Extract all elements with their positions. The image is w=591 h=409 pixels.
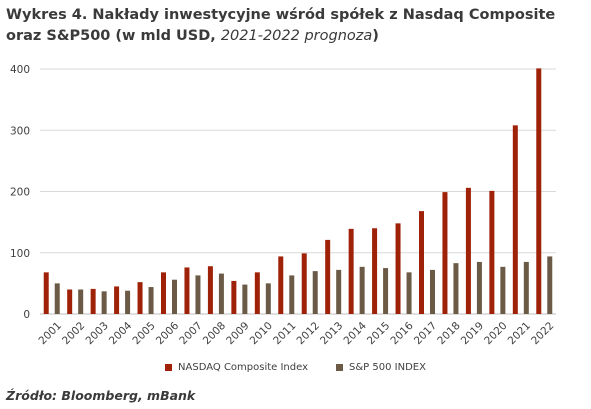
bar-nasdaq: [278, 256, 284, 314]
bar-sp500: [125, 290, 131, 314]
bar-sp500: [453, 263, 459, 314]
x-tick-label: 2014: [341, 320, 369, 348]
bar-sp500: [312, 271, 318, 314]
x-tick-label: 2005: [130, 320, 157, 347]
legend-swatch-sp500: [336, 364, 344, 371]
x-tick-label: 2018: [435, 320, 462, 347]
bar-sp500: [500, 266, 506, 314]
y-tick-label: 0: [23, 309, 30, 321]
bar-sp500: [54, 283, 60, 314]
bar-sp500: [265, 283, 271, 314]
legend: NASDAQ Composite Index S&P 500 INDEX: [0, 362, 591, 373]
bar-sp500: [383, 268, 389, 314]
bar-nasdaq: [325, 239, 331, 314]
x-tick-label: 2010: [248, 320, 275, 347]
x-tick-label: 2016: [388, 320, 416, 348]
x-tick-label: 2008: [201, 320, 228, 347]
y-tick-label: 300: [10, 125, 30, 137]
x-tick-label: 2013: [318, 320, 345, 347]
bar-sp500: [101, 291, 107, 314]
x-tick-label: 2001: [37, 320, 64, 347]
legend-item-nasdaq: NASDAQ Composite Index: [165, 362, 308, 373]
bar-nasdaq: [90, 288, 96, 314]
chart-title-end: ): [372, 28, 379, 44]
bar-nasdaq: [372, 228, 378, 314]
y-tick-label: 200: [10, 187, 30, 199]
bar-nasdaq: [419, 211, 424, 314]
bar-sp500: [406, 272, 412, 314]
bar-sp500: [242, 284, 248, 314]
y-axis-ticks: 0 100 200 300 400: [10, 64, 30, 321]
y-tick-label: 400: [10, 64, 30, 76]
bar-nasdaq: [489, 190, 495, 314]
bar-sp500: [172, 279, 177, 314]
bar-nasdaq: [207, 266, 213, 314]
bar-nasdaq: [442, 192, 448, 314]
bar-nasdaq: [67, 289, 73, 314]
legend-item-sp500: S&P 500 INDEX: [336, 362, 426, 373]
source-note: Źródło: Bloomberg, mBank: [6, 388, 196, 403]
bar-nasdaq: [137, 282, 143, 314]
bar-nasdaq: [348, 228, 354, 314]
bar-sp500: [336, 269, 342, 314]
x-tick-label: 2019: [459, 320, 486, 347]
bar-nasdaq: [301, 253, 307, 314]
x-tick-label: 2012: [295, 320, 322, 347]
x-tick-label: 2002: [60, 320, 87, 347]
x-tick-label: 2015: [365, 320, 392, 347]
chart-title: Wykres 4. Nakłady inwestycyjne wśród spó…: [6, 5, 586, 47]
x-tick-label: 2004: [107, 320, 135, 348]
x-tick-label: 2020: [482, 320, 509, 347]
legend-swatch-nasdaq: [165, 364, 173, 371]
bar-sp500: [547, 256, 553, 314]
bar-sp500: [476, 261, 482, 314]
bar-sp500: [430, 269, 435, 314]
x-tick-label: 2017: [412, 320, 439, 347]
bar-nasdaq: [43, 272, 49, 314]
bar-nasdaq: [254, 272, 260, 314]
x-tick-label: 2006: [154, 320, 182, 348]
bar-nasdaq: [536, 68, 542, 314]
chart-title-italic: 2021-2022 prognoza: [220, 28, 373, 44]
bar-nasdaq: [395, 223, 401, 314]
bar-sp500: [218, 273, 224, 314]
x-tick-label: 2021: [506, 320, 533, 347]
legend-label-sp500: S&P 500 INDEX: [349, 362, 426, 373]
bar-sp500: [289, 275, 295, 314]
bar-nasdaq: [512, 125, 518, 314]
x-axis-ticks: 2001200220032004200520062007200820092010…: [37, 320, 557, 348]
x-tick-label: 2003: [83, 320, 110, 347]
x-tick-label: 2011: [271, 320, 298, 347]
y-tick-label: 100: [10, 248, 30, 260]
bar-sp500: [78, 289, 84, 314]
chart-title-main: Wykres 4. Nakłady inwestycyjne wśród spó…: [6, 7, 556, 44]
bar-nasdaq: [465, 187, 471, 314]
bars: [43, 68, 553, 314]
bar-sp500: [195, 275, 201, 314]
x-tick-label: 2007: [177, 320, 204, 347]
bar-sp500: [148, 287, 154, 314]
bar-nasdaq: [161, 272, 166, 314]
legend-label-nasdaq: NASDAQ Composite Index: [178, 362, 309, 373]
bar-sp500: [359, 266, 365, 314]
x-tick-label: 2022: [529, 320, 556, 347]
bar-nasdaq: [184, 267, 190, 314]
x-tick-label: 2009: [224, 320, 251, 347]
bar-nasdaq: [114, 286, 120, 314]
bar-nasdaq: [231, 280, 237, 314]
bar-sp500: [523, 261, 529, 314]
